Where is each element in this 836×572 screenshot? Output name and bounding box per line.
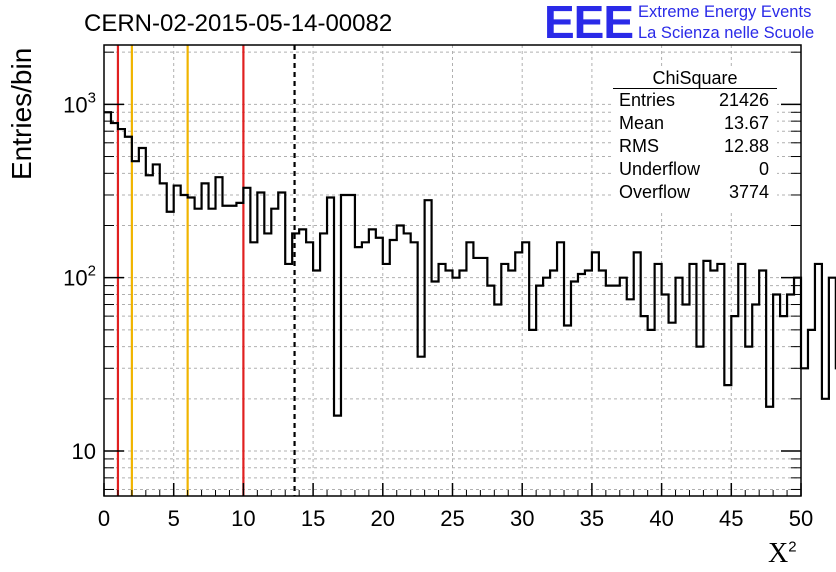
y-tick-label: 10 [72,439,96,464]
stat-value: 12.88 [723,136,769,156]
reference-lines [116,45,296,496]
x-tick-label: 15 [301,506,325,531]
x-tick-label: 35 [580,506,604,531]
stat-value: 3774 [728,182,769,202]
stat-label: Mean [619,113,665,133]
stat-row-entries: Entries 21426 [611,89,777,112]
eee-tagline-line2: La Scienza nelle Scuole [638,24,815,42]
x-tick-label: 5 [168,506,180,531]
x-tick-label: 40 [649,506,673,531]
x-tick-label: 50 [789,506,813,531]
x-axis-label-text: X [768,538,789,569]
grid [104,45,801,496]
stat-row-overflow: Overflow 3774 [611,181,777,204]
y-tick-label: 103 [63,89,96,117]
stat-label: RMS [619,136,659,156]
histogram-series [104,111,836,417]
stat-row-underflow: Underflow 0 [611,158,777,181]
x-tick-label: 45 [719,506,743,531]
x-tick-label: 30 [510,506,534,531]
stat-value: 13.67 [723,113,769,133]
stat-label: Underflow [619,159,701,179]
y-tick-label: 102 [63,263,96,291]
stat-row-mean: Mean 13.67 [611,112,777,135]
y-axis-label: Entries/bin [6,47,37,180]
eee-tagline-line1: Extreme Energy Events [638,3,812,21]
x-tick-label: 10 [231,506,255,531]
chart-title: CERN-02-2015-05-14-00082 [84,10,393,37]
eee-logo: EEE [544,0,634,48]
x-tick-label: 20 [371,506,395,531]
x-tick-label: 0 [98,506,110,531]
statistics-title: ChiSquare [613,68,777,89]
x-tick-label: 25 [440,506,464,531]
stat-label: Entries [619,90,676,110]
x-axis-label: X2 [768,538,797,570]
stat-value: 0 [758,159,769,179]
axes: 0 5 10 15 20 25 30 35 40 45 50 10 102 103 [63,51,813,531]
eee-tagline: Extreme Energy Events La Scienza nelle S… [638,2,814,44]
stat-value: 21426 [718,90,769,110]
x-axis-label-exponent: 2 [788,538,797,556]
statistics-box: ChiSquare Entries 21426 Mean 13.67 RMS 1… [611,68,777,210]
stat-row-rms: RMS 12.88 [611,135,777,158]
stat-label: Overflow [619,182,691,202]
